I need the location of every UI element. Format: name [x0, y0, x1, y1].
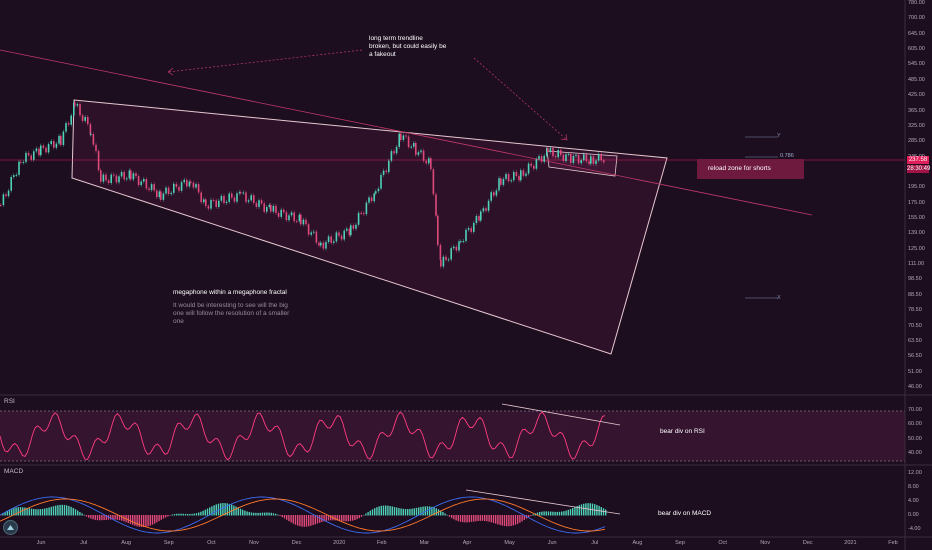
- price-tick-label: 285.00: [908, 138, 925, 145]
- time-axis[interactable]: Jun Jul Aug Sep Oct Nov Dec 2020 Feb Mar Apr May Jun…: [0, 537, 905, 550]
- price-tick-label: 70.50: [908, 322, 922, 329]
- time-tick-label: Jul: [591, 540, 599, 546]
- trendline-note-line-2: broken, but could easily be: [369, 43, 447, 50]
- price-tick-label: 139.00: [908, 230, 925, 237]
- time-tick-label: Apr: [462, 540, 472, 546]
- reload-zone-label: reload zone for shorts: [708, 165, 771, 172]
- tradingview-logo-icon[interactable]: [3, 520, 18, 535]
- rsi-tick-label: 70.00: [908, 407, 922, 413]
- macd-divergence-line[interactable]: [465, 489, 621, 515]
- macd-tick-label: 0.00: [908, 512, 919, 518]
- countdown-tag: 28:30:49: [907, 165, 931, 173]
- time-tick-label: Nov: [249, 540, 259, 546]
- megaphone-title[interactable]: megaphone within a megaphone fractal: [173, 289, 287, 296]
- time-tick-label: Sep: [163, 540, 174, 546]
- last-price-tag: 237.58: [907, 156, 929, 164]
- price-candles: [0, 100, 605, 269]
- rsi-panel-label[interactable]: RSI: [4, 398, 15, 405]
- megaphone-note-line-3: one: [173, 318, 184, 325]
- price-tick-label: 780.00: [908, 0, 925, 6]
- time-tick-label: Dec: [291, 540, 302, 546]
- price-tick-label: 425.00: [908, 92, 925, 99]
- macd-tick-label: 8.00: [908, 484, 919, 490]
- price-tick-label: 155.00: [908, 215, 925, 222]
- trendline-arrow-right: [473, 57, 568, 141]
- time-tick-label: Feb: [377, 540, 387, 546]
- price-tick-label: 325.00: [908, 122, 925, 129]
- trendline-arrow-left: [167, 49, 363, 73]
- trendline-note-line-3: a fakeout: [369, 51, 396, 58]
- time-tick-label: Feb: [888, 540, 898, 546]
- price-tick-label: 56.50: [908, 353, 922, 360]
- price-tick-label: 111.00: [908, 261, 925, 268]
- price-tick-label: 605.00: [908, 46, 925, 53]
- long-term-trendline[interactable]: [0, 49, 813, 216]
- price-tick-label: 46.00: [908, 384, 922, 390]
- price-tick-label: 195.00: [908, 184, 925, 191]
- megaphone-note-line-1: It would be interesting to see will the …: [173, 302, 288, 309]
- price-tick-label: 175.00: [908, 199, 925, 206]
- macd-histogram: [0, 503, 607, 528]
- rsi-axis[interactable]: 70.00 60.00 50.00 40.00: [906, 395, 932, 465]
- time-tick-label: Aug: [632, 540, 643, 546]
- time-tick-label: Jun: [36, 540, 46, 546]
- price-tick-label: 700.00: [908, 15, 925, 22]
- price-tick-label: 63.50: [908, 337, 922, 344]
- rsi-divergence-line[interactable]: [501, 403, 621, 426]
- macd-signal-line: [0, 498, 606, 532]
- megaphone-note-line-2: one will follow the resolution of a smal…: [173, 310, 290, 317]
- time-tick-label: Oct: [207, 540, 216, 546]
- rsi-tick-label: 40.00: [908, 450, 922, 456]
- time-tick-label: May: [504, 540, 515, 546]
- price-tick-label: 51.00: [908, 368, 922, 375]
- time-tick-label: Sep: [675, 540, 685, 546]
- time-tick-label: Nov: [760, 540, 771, 546]
- reload-zone-box[interactable]: [697, 159, 804, 179]
- macd-axis[interactable]: 12.00 8.00 4.00 0.00 -4.00: [906, 465, 932, 537]
- megaphone-note[interactable]: It would be interesting to see will the …: [173, 302, 313, 326]
- price-tick-label: 78.50: [908, 307, 922, 314]
- macd-line: [0, 496, 606, 534]
- fib-y-label: Y: [777, 133, 781, 139]
- fib-x-label: X: [777, 295, 781, 301]
- trendline-note[interactable]: long term trendline broken, but could ea…: [369, 35, 469, 59]
- fib-label-0786: 0.786: [780, 153, 794, 159]
- time-tick-label: Mar: [419, 540, 430, 546]
- time-tick-label: Dec: [802, 540, 813, 546]
- time-tick-label: 2021: [844, 540, 857, 546]
- rsi-band: [0, 411, 905, 461]
- macd-panel-label[interactable]: MACD: [4, 468, 24, 475]
- time-tick-label: Oct: [718, 540, 727, 546]
- rsi-tick-label: 50.00: [908, 435, 922, 442]
- trendline-note-line-1: long term trendline: [369, 35, 423, 42]
- price-tick-label: 645.00: [908, 30, 925, 37]
- time-tick-label: Jun: [547, 540, 557, 546]
- price-tick-label: 88.50: [908, 291, 922, 298]
- macd-tick-label: -4.00: [908, 526, 921, 532]
- rsi-divergence-note[interactable]: bear div on RSI: [660, 428, 705, 435]
- time-tick-label: 2020: [333, 540, 346, 546]
- large-megaphone-pattern[interactable]: [71, 99, 668, 355]
- time-tick-label: Jul: [80, 540, 88, 546]
- time-tick-label: Aug: [121, 540, 132, 546]
- price-tick-label: 365.00: [908, 107, 925, 114]
- macd-tick-label: 4.00: [908, 498, 919, 504]
- price-tick-label: 98.50: [908, 276, 922, 283]
- macd-divergence-note[interactable]: bear div on MACD: [658, 510, 712, 517]
- price-tick-label: 485.00: [908, 76, 925, 83]
- rsi-tick-label: 60.00: [908, 421, 922, 428]
- price-tick-label: 125.00: [908, 245, 925, 252]
- rsi-line: [0, 411, 606, 461]
- price-axis[interactable]: 780.00 700.00 645.00 605.00 545.00 485.00 425.…: [906, 0, 932, 395]
- price-tick-label: 545.00: [908, 61, 925, 68]
- macd-tick-label: 12.00: [908, 470, 922, 476]
